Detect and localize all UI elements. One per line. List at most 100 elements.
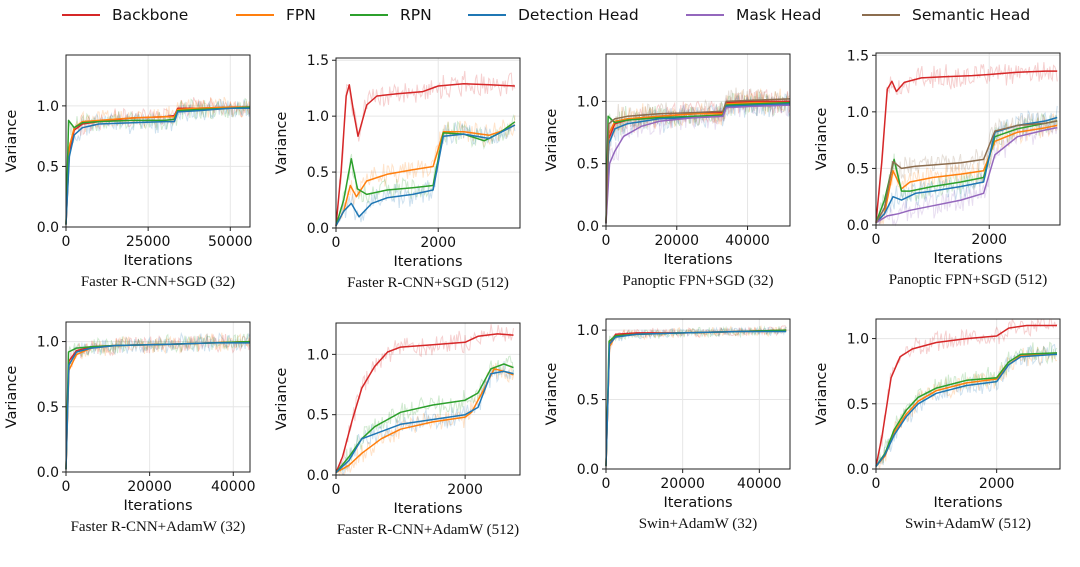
plot-area <box>876 319 1060 469</box>
y-axis-label: Variance <box>544 363 560 426</box>
y-tick-label: 0.5 <box>847 161 869 177</box>
chart-svg: 0.0 0.5 1.0 0 20000 40000 Iterations Variance Sw… <box>544 318 791 532</box>
series-noise-detection-head <box>875 105 1058 224</box>
x-axis-label: Iterations <box>933 251 1002 267</box>
plot-frame <box>335 57 521 229</box>
y-tick-label: 1.5 <box>847 48 869 64</box>
legend-item-fpn: FPN <box>236 5 316 25</box>
series-line-detection-head <box>65 107 250 225</box>
series-line-fpn <box>335 124 516 227</box>
x-tick-label: 40000 <box>737 476 782 492</box>
legend-item-semantic-head: Semantic Head <box>862 5 1030 25</box>
chart-panel-6: 0.0 0.5 1.0 0 20000 40000 Iterations Variance Sw… <box>540 305 810 567</box>
y-tick-label: 0.5 <box>577 393 599 409</box>
series-line-semantic-head <box>875 120 1058 224</box>
y-tick-label: 1.0 <box>847 105 869 121</box>
chart-caption: Faster R-CNN+AdamW (512) <box>337 522 519 538</box>
series-noise-backbone <box>335 70 516 226</box>
plot-area <box>606 54 790 226</box>
legend-label-fpn: FPN <box>286 6 316 24</box>
chart-svg: 0.0 0.5 1.0 0 20000 40000 Iterations Variance Pa… <box>544 53 791 289</box>
y-tick-label: 0.0 <box>847 218 869 234</box>
y-axis-label: Variance <box>544 109 560 172</box>
y-axis-label: Variance <box>4 110 20 173</box>
y-tick-label: 0.0 <box>37 465 59 481</box>
x-tick-label: 2000 <box>979 476 1015 492</box>
series-noise-detection-head <box>65 98 251 225</box>
y-axis-label: Variance <box>814 363 830 426</box>
y-tick-label: 1.0 <box>307 347 329 363</box>
y-tick-label: 0.0 <box>847 462 869 478</box>
series-line-rpn <box>605 101 791 224</box>
chart-svg: 0.0 0.5 1.0 0 25000 50000 Iterations Variance Fa… <box>4 54 253 290</box>
chart-caption: Faster R-CNN+AdamW (32) <box>71 519 246 535</box>
x-tick-label: 20000 <box>127 479 172 495</box>
x-tick-label: 0 <box>602 476 611 492</box>
series-noise-fpn <box>875 113 1058 225</box>
legend: Backbone FPN RPN Detection Head Mask Hea… <box>0 0 1080 32</box>
legend-item-mask-head: Mask Head <box>686 5 821 25</box>
legend-item-detection-head: Detection Head <box>468 5 639 25</box>
y-tick-label: 0.5 <box>577 157 599 173</box>
x-tick-label: 40000 <box>725 233 770 249</box>
x-tick-label: 40000 <box>211 479 256 495</box>
legend-swatch-fpn <box>236 14 274 16</box>
chart-caption: Panoptic FPN+SGD (32) <box>623 273 774 289</box>
x-tick-label: 0 <box>62 479 71 495</box>
x-axis-label: Iterations <box>663 252 732 268</box>
series-line-semantic-head <box>605 98 791 224</box>
y-axis-label: Variance <box>814 108 830 171</box>
legend-label-detection-head: Detection Head <box>518 6 639 24</box>
legend-swatch-backbone <box>62 14 100 16</box>
x-axis-label: Iterations <box>933 495 1002 511</box>
y-tick-label: 0.5 <box>307 165 329 181</box>
plot-frame <box>605 53 791 227</box>
series-noise-detection-head <box>65 331 251 470</box>
series-line-fpn <box>65 106 250 225</box>
series-noise-fpn <box>65 332 251 470</box>
y-tick-label: 0.0 <box>307 221 329 237</box>
x-tick-label: 0 <box>62 234 71 250</box>
series-noise-fpn <box>605 324 787 467</box>
plot-area <box>336 58 520 228</box>
legend-swatch-rpn <box>350 14 388 16</box>
x-axis-label: Iterations <box>393 254 462 270</box>
y-tick-label: 0.5 <box>307 408 329 424</box>
series-line-rpn <box>335 121 516 227</box>
series-noise-mask-head <box>875 118 1058 227</box>
series-line-detection-head <box>605 103 791 224</box>
y-tick-label: 0.0 <box>577 462 599 478</box>
plot-frame <box>875 318 1061 470</box>
series-noise-rpn <box>65 333 251 470</box>
chart-svg: 0.0 0.5 1.0 0 2000 Iterations Variance Faster R… <box>274 322 521 538</box>
series-line-backbone <box>875 70 1058 223</box>
legend-swatch-mask-head <box>686 14 724 16</box>
chart-panel-0: 0.0 0.5 1.0 0 25000 50000 Iterations Variance Fa… <box>0 40 270 300</box>
legend-item-backbone: Backbone <box>62 5 188 25</box>
series-line-backbone <box>875 324 1057 467</box>
series-line-fpn <box>605 101 790 224</box>
plot-frame <box>605 318 791 470</box>
plot-frame <box>65 321 251 473</box>
series-noise-rpn <box>335 114 516 226</box>
x-tick-label: 20000 <box>660 476 705 492</box>
y-tick-label: 1.0 <box>37 99 59 115</box>
chart-caption: Swin+AdamW (32) <box>639 516 758 532</box>
series-line-detection-head <box>335 124 516 227</box>
legend-label-mask-head: Mask Head <box>736 6 822 24</box>
series-line-fpn <box>335 368 514 474</box>
y-tick-label: 1.5 <box>307 53 329 69</box>
legend-label-backbone: Backbone <box>112 6 189 24</box>
y-axis-label: Variance <box>274 112 290 175</box>
legend-label-rpn: RPN <box>400 6 432 24</box>
y-tick-label: 0.0 <box>307 468 329 484</box>
legend-swatch-semantic-head <box>862 14 900 16</box>
y-tick-label: 1.0 <box>37 335 59 351</box>
plot-frame <box>335 322 521 476</box>
series-noise-detection-head <box>605 326 787 467</box>
plot-frame <box>65 54 251 228</box>
series-noise-fpn <box>65 96 251 225</box>
x-axis-label: Iterations <box>123 498 192 514</box>
chart-caption: Faster R-CNN+SGD (32) <box>81 274 235 290</box>
series-noise-backbone <box>875 62 1058 223</box>
